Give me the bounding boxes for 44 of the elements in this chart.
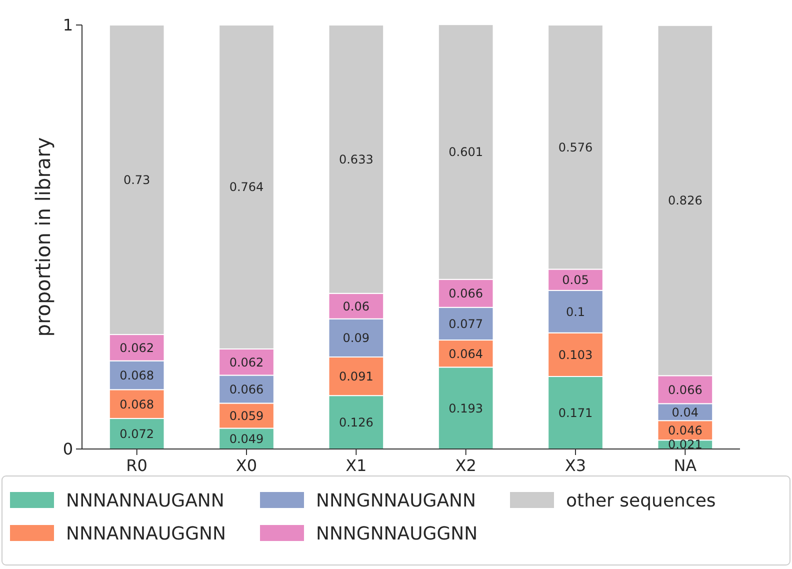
data-label: 0.072	[120, 426, 154, 441]
data-label: 0.066	[229, 382, 264, 396]
data-label: 0.062	[229, 355, 264, 370]
y-axis-title: proportion in library	[31, 137, 55, 337]
data-label: 0.066	[448, 286, 484, 301]
data-label: 0.09	[342, 331, 370, 346]
data-label: 0.059	[229, 408, 264, 423]
data-label: 0.068	[120, 368, 154, 382]
data-label: 0.826	[668, 194, 702, 208]
data-label: 0.633	[338, 152, 374, 166]
data-label: 0.062	[120, 340, 154, 355]
x-tick-label: X3	[564, 456, 586, 475]
legend-label: NNNGNNAUGGNN	[316, 523, 478, 544]
x-tick-label: X1	[346, 456, 367, 475]
data-label: 0.046	[668, 424, 702, 438]
data-label: 0.601	[448, 145, 484, 160]
legend-label: NNNANNAUGANN	[66, 490, 224, 512]
data-label: 0.171	[558, 406, 593, 420]
data-label: 0.103	[558, 348, 593, 362]
data-label: 0.049	[229, 432, 264, 446]
legend-label: NNNGNNAUGANN	[316, 490, 476, 512]
data-label: 0.764	[229, 180, 264, 194]
data-label: 0.091	[338, 369, 374, 384]
data-label: 0.06	[342, 299, 370, 314]
data-label: 0.021	[668, 438, 702, 452]
data-label: 0.1	[566, 304, 586, 319]
legend-label: NNNANNAUGGNN	[66, 523, 226, 544]
x-tick-label: NA	[674, 456, 697, 475]
data-label: 0.193	[448, 401, 484, 416]
legend-label: other sequences	[566, 490, 716, 512]
y-tick-label: 1	[62, 16, 73, 35]
data-label: 0.066	[668, 382, 702, 397]
data-label: 0.068	[120, 397, 154, 412]
data-label: 0.04	[672, 405, 699, 420]
data-label: 0.077	[448, 316, 484, 331]
data-label: 0.576	[558, 140, 593, 154]
y-tick-label: 0	[62, 440, 73, 459]
data-label: 0.064	[448, 346, 484, 361]
x-tick-label: X0	[236, 456, 258, 475]
x-tick-label: X2	[455, 456, 476, 475]
data-label: 0.73	[123, 172, 150, 187]
data-label: 0.05	[562, 273, 589, 288]
x-tick-label: R0	[126, 456, 148, 475]
data-label: 0.126	[338, 415, 374, 430]
